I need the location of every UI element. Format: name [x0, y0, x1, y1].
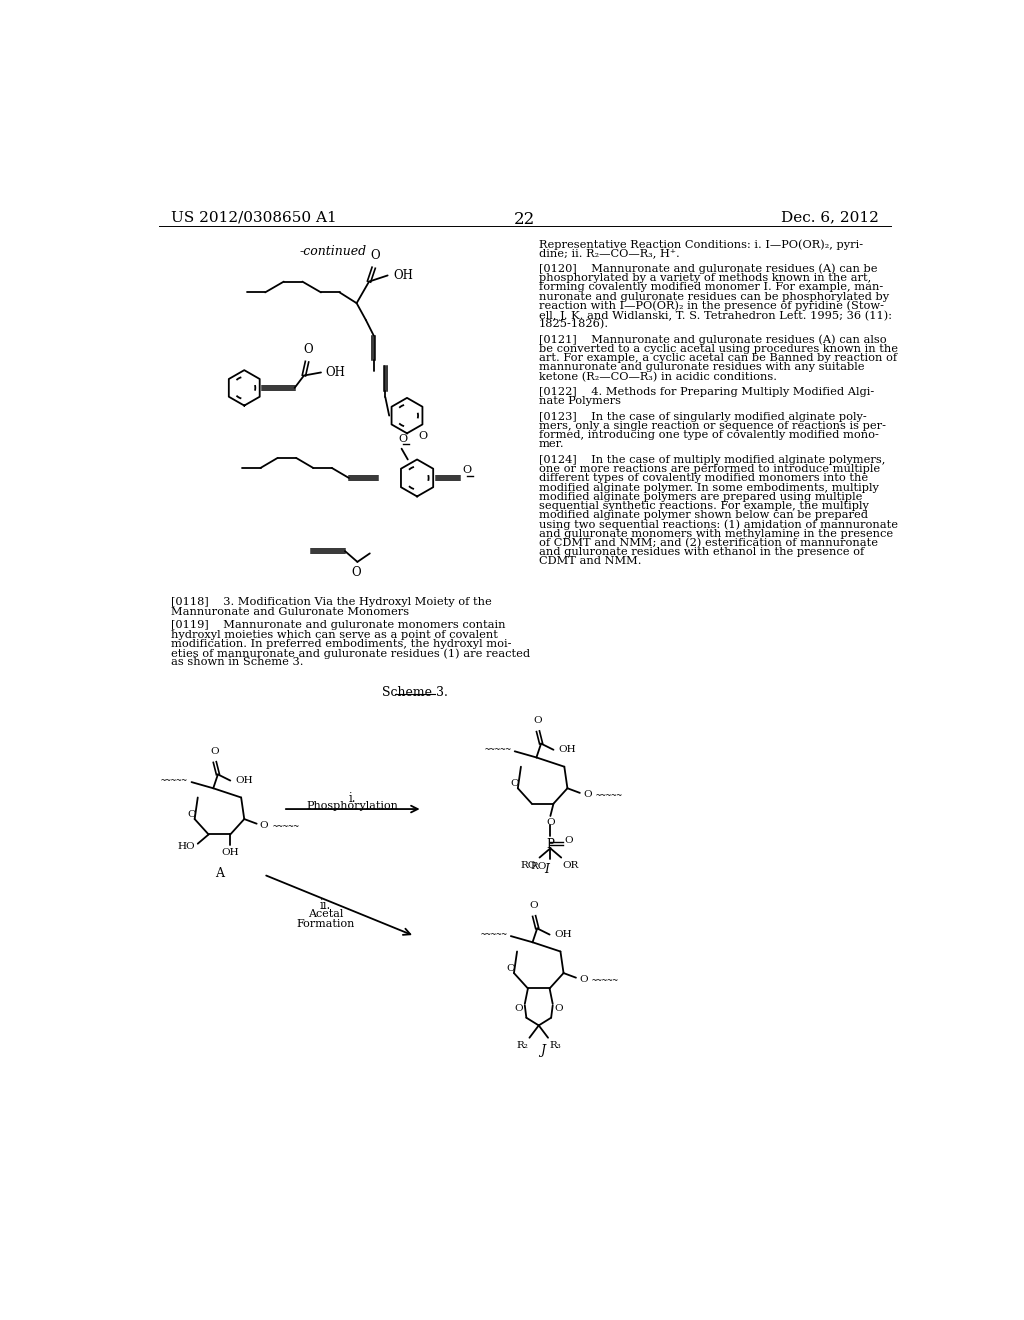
Text: US 2012/0308650 A1: US 2012/0308650 A1	[171, 211, 336, 224]
Text: Scheme 3.: Scheme 3.	[382, 686, 447, 698]
Text: be converted to a cyclic acetal using procedures known in the: be converted to a cyclic acetal using pr…	[539, 345, 898, 354]
Text: Phosphorylation: Phosphorylation	[307, 801, 398, 812]
Text: Representative Reaction Conditions: i. I—PO(OR)₂, pyri-: Representative Reaction Conditions: i. I…	[539, 239, 863, 249]
Text: OH: OH	[221, 849, 240, 857]
Text: OH: OH	[394, 269, 414, 282]
Text: [0118]    3. Modification Via the Hydroxyl Moiety of the: [0118] 3. Modification Via the Hydroxyl …	[171, 597, 492, 607]
Text: 1825-1826).: 1825-1826).	[539, 319, 609, 330]
Text: O: O	[211, 747, 219, 756]
Text: one or more reactions are performed to introduce multiple: one or more reactions are performed to i…	[539, 465, 880, 474]
Text: O: O	[515, 1005, 523, 1012]
Text: HO: HO	[177, 842, 195, 851]
Text: OH: OH	[558, 746, 575, 754]
Text: ketone (R₂—CO—R₃) in acidic conditions.: ketone (R₂—CO—R₃) in acidic conditions.	[539, 372, 777, 381]
Text: O: O	[564, 836, 573, 845]
Text: O: O	[546, 817, 555, 826]
Text: O: O	[351, 566, 360, 579]
Text: modification. In preferred embodiments, the hydroxyl moi-: modification. In preferred embodiments, …	[171, 639, 511, 649]
Text: of CDMT and NMM; and (2) esterification of mannuronate: of CDMT and NMM; and (2) esterification …	[539, 539, 878, 548]
Text: i.: i.	[349, 792, 356, 805]
Text: O: O	[398, 434, 408, 444]
Text: dine; ii. R₂—CO—R₃, H⁺.: dine; ii. R₂—CO—R₃, H⁺.	[539, 248, 680, 259]
Text: A: A	[215, 867, 224, 880]
Text: [0120]    Mannuronate and guluronate residues (A) can be: [0120] Mannuronate and guluronate residu…	[539, 264, 878, 275]
Text: [0122]    4. Methods for Preparing Multiply Modified Algi-: [0122] 4. Methods for Preparing Multiply…	[539, 387, 874, 397]
Text: phosphorylated by a variety of methods known in the art,: phosphorylated by a variety of methods k…	[539, 273, 871, 282]
Text: modified alginate polymer. In some embodiments, multiply: modified alginate polymer. In some embod…	[539, 483, 879, 492]
Text: O: O	[529, 902, 539, 909]
Text: ~~~~~: ~~~~~	[592, 977, 618, 985]
Text: O: O	[583, 789, 592, 799]
Text: ell, J. K. and Widlanski, T. S. Tetrahedron Lett. 1995; 36 (11):: ell, J. K. and Widlanski, T. S. Tetrahed…	[539, 310, 892, 321]
Text: mannuronate and guluronate residues with any suitable: mannuronate and guluronate residues with…	[539, 363, 864, 372]
Text: mer.: mer.	[539, 440, 564, 449]
Text: as shown in Scheme 3.: as shown in Scheme 3.	[171, 657, 303, 668]
Text: ii.: ii.	[319, 899, 331, 912]
Text: ~~~~~: ~~~~~	[161, 776, 188, 785]
Text: -continued: -continued	[300, 244, 367, 257]
Text: modified alginate polymer shown below can be prepared: modified alginate polymer shown below ca…	[539, 511, 867, 520]
Text: [0124]    In the case of multiply modified alginate polymers,: [0124] In the case of multiply modified …	[539, 455, 885, 465]
Text: ~~~~~: ~~~~~	[484, 746, 511, 754]
Text: Dec. 6, 2012: Dec. 6, 2012	[781, 211, 879, 224]
Text: O: O	[371, 248, 380, 261]
Text: forming covalently modified monomer I. For example, man-: forming covalently modified monomer I. F…	[539, 282, 883, 292]
Text: O: O	[554, 1005, 563, 1012]
Text: ~~~~~: ~~~~~	[595, 792, 623, 800]
Text: 22: 22	[514, 211, 536, 228]
Text: nuronate and guluronate residues can be phosphorylated by: nuronate and guluronate residues can be …	[539, 292, 889, 301]
Text: sequential synthetic reactions. For example, the multiply: sequential synthetic reactions. For exam…	[539, 502, 868, 511]
Text: [0123]    In the case of singularly modified alginate poly-: [0123] In the case of singularly modifie…	[539, 412, 866, 421]
Text: nate Polymers: nate Polymers	[539, 396, 621, 407]
Text: [0119]    Mannuronate and guluronate monomers contain: [0119] Mannuronate and guluronate monome…	[171, 620, 505, 631]
Text: modified alginate polymers are prepared using multiple: modified alginate polymers are prepared …	[539, 492, 862, 502]
Text: RO: RO	[530, 862, 547, 871]
Text: OH: OH	[234, 776, 253, 785]
Text: I: I	[544, 863, 549, 876]
Text: O: O	[303, 342, 312, 355]
Text: mers, only a single reaction or sequence of reactions is per-: mers, only a single reaction or sequence…	[539, 421, 886, 430]
Text: R₂: R₂	[516, 1040, 528, 1049]
Text: O: O	[510, 779, 519, 788]
Text: OR: OR	[563, 861, 580, 870]
Text: OH: OH	[326, 366, 345, 379]
Text: formed, introducing one type of covalently modified mono-: formed, introducing one type of covalent…	[539, 430, 879, 440]
Text: and guluronate residues with ethanol in the presence of: and guluronate residues with ethanol in …	[539, 548, 864, 557]
Text: R₃: R₃	[550, 1040, 561, 1049]
Text: and guluronate monomers with methylamine in the presence: and guluronate monomers with methylamine…	[539, 529, 893, 539]
Text: different types of covalently modified monomers into the: different types of covalently modified m…	[539, 474, 868, 483]
Text: O: O	[507, 964, 515, 973]
Text: O: O	[187, 810, 196, 818]
Text: Formation: Formation	[296, 919, 354, 929]
Text: [0121]    Mannuronate and guluronate residues (A) can also: [0121] Mannuronate and guluronate residu…	[539, 335, 887, 346]
Text: art. For example, a cyclic acetal can be Banned by reaction of: art. For example, a cyclic acetal can be…	[539, 354, 897, 363]
Text: O: O	[534, 717, 543, 725]
Text: Acetal: Acetal	[308, 909, 343, 919]
Text: J: J	[540, 1044, 545, 1057]
Text: reaction with I—PO(OR)₂ in the presence of pyridine (Stow-: reaction with I—PO(OR)₂ in the presence …	[539, 301, 884, 312]
Text: eties of mannuronate and guluronate residues (1) are reacted: eties of mannuronate and guluronate resi…	[171, 648, 529, 659]
Text: ~~~~~: ~~~~~	[480, 931, 507, 939]
Text: P: P	[547, 837, 554, 850]
Text: RO: RO	[520, 861, 537, 870]
Text: OH: OH	[554, 931, 571, 939]
Text: O: O	[462, 465, 471, 475]
Text: Mannuronate and Guluronate Monomers: Mannuronate and Guluronate Monomers	[171, 607, 409, 616]
Text: O: O	[579, 974, 588, 983]
Text: CDMT and NMM.: CDMT and NMM.	[539, 557, 641, 566]
Text: O: O	[419, 432, 428, 441]
Text: using two sequential reactions: (1) amidation of mannuronate: using two sequential reactions: (1) amid…	[539, 520, 898, 531]
Text: ~~~~~: ~~~~~	[272, 822, 299, 832]
Text: O: O	[260, 821, 268, 830]
Text: hydroxyl moieties which can serve as a point of covalent: hydroxyl moieties which can serve as a p…	[171, 630, 498, 640]
